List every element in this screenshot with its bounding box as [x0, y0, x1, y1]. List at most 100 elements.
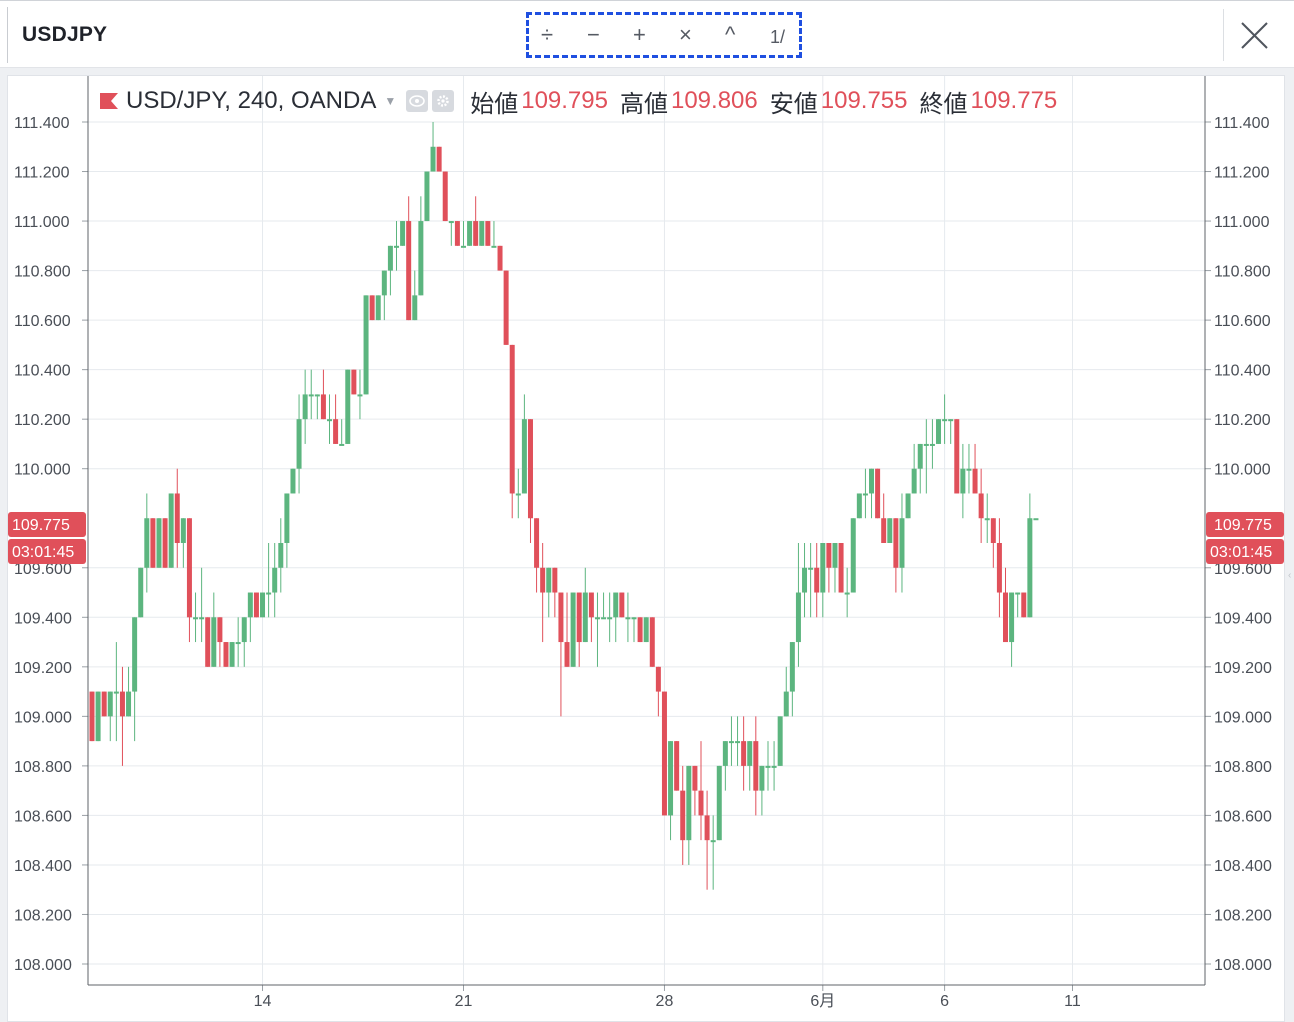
candle[interactable]	[795, 543, 801, 667]
candle[interactable]	[193, 592, 199, 643]
gear-icon[interactable]	[432, 90, 455, 112]
candle[interactable]	[260, 592, 266, 618]
candle[interactable]	[637, 617, 643, 643]
candle[interactable]	[162, 518, 168, 568]
candle[interactable]	[655, 666, 661, 717]
candle[interactable]	[990, 518, 996, 568]
candle[interactable]	[247, 592, 253, 643]
plus-button[interactable]: +	[633, 22, 646, 47]
candle[interactable]	[735, 716, 741, 766]
candle[interactable]	[996, 518, 1002, 618]
candle[interactable]	[156, 518, 162, 568]
candle[interactable]	[473, 196, 479, 246]
candle[interactable]	[400, 221, 406, 246]
candle[interactable]	[911, 443, 917, 494]
panel-resize-handle[interactable]: ‹	[1288, 570, 1292, 581]
candle[interactable]	[351, 369, 357, 395]
candle[interactable]	[95, 691, 101, 742]
candle[interactable]	[339, 419, 345, 446]
candle[interactable]	[741, 716, 747, 791]
candle[interactable]	[619, 592, 625, 618]
candle[interactable]	[327, 394, 333, 444]
candle[interactable]	[357, 369, 363, 420]
candle[interactable]	[186, 518, 192, 643]
candle[interactable]	[923, 419, 929, 494]
candle[interactable]	[777, 716, 783, 766]
candle[interactable]	[345, 369, 351, 444]
candle[interactable]	[747, 741, 753, 791]
candle[interactable]	[126, 666, 132, 717]
candle[interactable]	[759, 765, 765, 816]
candle[interactable]	[643, 617, 649, 643]
candle[interactable]	[144, 493, 150, 593]
candle[interactable]	[558, 592, 564, 717]
candle[interactable]	[1009, 592, 1015, 667]
candle[interactable]	[266, 543, 272, 618]
candle[interactable]	[984, 493, 990, 543]
candle[interactable]	[460, 221, 466, 248]
power-button[interactable]: ^	[725, 22, 736, 47]
candle[interactable]	[509, 344, 515, 519]
candle[interactable]	[381, 270, 387, 321]
candle[interactable]	[138, 567, 144, 618]
candle[interactable]	[205, 617, 211, 667]
candle[interactable]	[229, 642, 235, 667]
candle[interactable]	[686, 765, 692, 865]
candle[interactable]	[814, 543, 820, 618]
candle[interactable]	[1003, 567, 1008, 643]
reciprocal-button[interactable]: 1/	[770, 27, 786, 47]
candle[interactable]	[314, 394, 320, 420]
candle[interactable]	[485, 221, 491, 246]
candle[interactable]	[375, 295, 381, 321]
symbol-title[interactable]: USDJPY	[22, 23, 108, 46]
candle[interactable]	[594, 592, 600, 667]
candle[interactable]	[668, 741, 674, 841]
candle[interactable]	[808, 543, 814, 618]
candle[interactable]	[290, 468, 296, 494]
candle[interactable]	[856, 493, 862, 519]
candle[interactable]	[253, 592, 259, 618]
candle[interactable]	[180, 518, 186, 568]
candle[interactable]	[862, 468, 868, 519]
candle[interactable]	[564, 592, 570, 667]
candle[interactable]	[394, 221, 399, 271]
candle[interactable]	[211, 592, 217, 667]
candle[interactable]	[1027, 493, 1033, 618]
candle[interactable]	[546, 567, 552, 618]
candle[interactable]	[899, 493, 905, 593]
candle[interactable]	[308, 369, 314, 420]
candle[interactable]	[929, 419, 935, 469]
candle[interactable]	[936, 419, 942, 444]
candle[interactable]	[540, 543, 546, 643]
candle[interactable]	[710, 815, 716, 890]
candle[interactable]	[527, 419, 533, 543]
candle[interactable]	[491, 221, 497, 248]
candle[interactable]	[875, 468, 881, 519]
chevron-down-icon[interactable]: ▼	[384, 94, 397, 108]
candle[interactable]	[284, 493, 290, 568]
candle[interactable]	[625, 592, 631, 643]
candle[interactable]	[113, 642, 119, 742]
candle[interactable]	[692, 765, 698, 816]
multiply-button[interactable]: ×	[679, 22, 692, 47]
candle[interactable]	[406, 196, 412, 321]
candle[interactable]	[1015, 592, 1021, 618]
candle[interactable]	[716, 765, 722, 841]
candle[interactable]	[89, 691, 95, 742]
candle[interactable]	[199, 567, 205, 643]
candle[interactable]	[454, 221, 460, 246]
candle[interactable]	[503, 270, 509, 345]
candle[interactable]	[174, 468, 180, 568]
candle[interactable]	[820, 543, 826, 618]
candle[interactable]	[430, 122, 436, 172]
candle[interactable]	[320, 369, 326, 420]
candle[interactable]	[728, 716, 734, 766]
candle[interactable]	[1033, 518, 1039, 521]
candle[interactable]	[235, 617, 241, 667]
candle[interactable]	[588, 592, 594, 643]
candle[interactable]	[771, 741, 777, 791]
candle[interactable]	[661, 691, 667, 816]
candle[interactable]	[887, 518, 893, 543]
candle[interactable]	[552, 567, 558, 618]
candle[interactable]	[217, 617, 223, 667]
